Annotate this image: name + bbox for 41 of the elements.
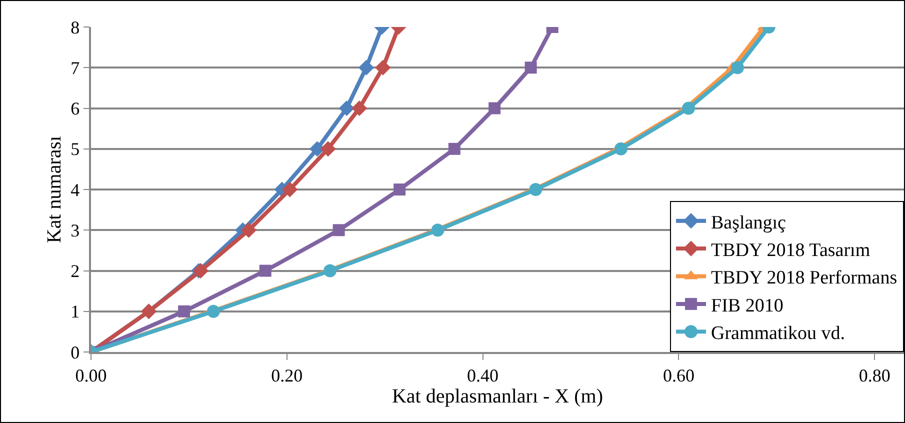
point <box>431 224 444 237</box>
x-axis-title: Kat deplasmanları - X (m) <box>392 385 604 408</box>
y-tick-label: 2 <box>70 261 80 282</box>
legend-label: Başlangıç <box>711 212 786 234</box>
point <box>320 141 336 157</box>
point <box>282 182 298 198</box>
y-tick-label: 4 <box>70 180 80 200</box>
point <box>206 304 220 318</box>
point <box>338 100 354 116</box>
point <box>488 102 501 114</box>
legend-label: FIB 2010 <box>711 295 784 316</box>
x-tick-label: 0.80 <box>858 365 890 386</box>
y-tick-label: 0 <box>70 342 80 362</box>
point <box>682 102 696 115</box>
y-tick-label: 6 <box>70 98 80 119</box>
y-tick-label: 7 <box>70 58 80 78</box>
x-tick-label: 0.00 <box>75 365 107 386</box>
y-tick-label: 5 <box>70 139 80 160</box>
point <box>448 142 460 155</box>
y-tick-label: 3 <box>70 220 80 240</box>
point <box>614 142 628 156</box>
point <box>358 60 374 76</box>
point <box>352 100 368 116</box>
x-tick-label: 0.40 <box>467 365 499 386</box>
legend-label: TBDY 2018 Tasarım <box>711 240 870 261</box>
legend-label: TBDY 2018 Performans <box>711 268 898 289</box>
point <box>240 222 256 238</box>
x-tick-label: 0.20 <box>271 365 303 386</box>
point <box>324 264 336 278</box>
point <box>394 184 406 196</box>
y-tick-label: 8 <box>70 17 80 38</box>
point <box>178 305 190 318</box>
x-tick-label: 0.60 <box>662 365 694 386</box>
point <box>259 264 272 277</box>
point <box>375 60 391 76</box>
legend-label: Grammatikou vd. <box>711 323 846 344</box>
y-tick-label: 1 <box>70 302 80 322</box>
point <box>332 224 345 236</box>
point <box>529 183 542 196</box>
point <box>524 62 537 74</box>
y-axis-title: Kat numarası <box>44 135 66 244</box>
